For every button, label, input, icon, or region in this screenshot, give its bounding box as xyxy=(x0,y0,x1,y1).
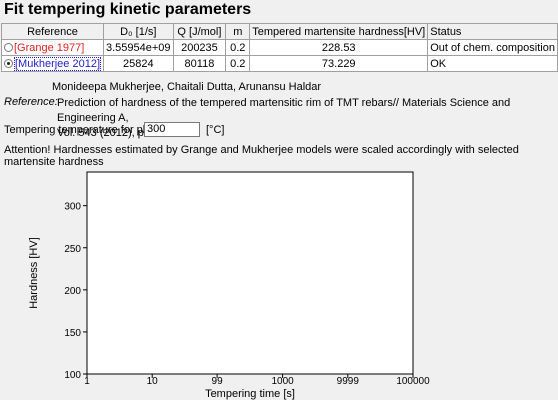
y-tick-label: 250 xyxy=(64,244,81,255)
column-header-status: Status xyxy=(427,23,558,40)
column-header-q: Q [J/mol] xyxy=(172,23,227,40)
column-header-reference: Reference xyxy=(1,23,104,40)
chart-ticks: 1 10 99 1000 9999 100000 100 150 200 250 300 xyxy=(64,202,430,387)
m-cell: 0.2 xyxy=(225,55,251,72)
d0-cell: 25824 xyxy=(103,55,174,72)
hardness-chart: 1 10 99 1000 9999 100000 100 150 200 250 300 Tempe… xyxy=(28,171,430,400)
table-row[interactable]: [Grange 1977] 3.55954e+09 200235 0.2 228… xyxy=(1,39,558,56)
column-header-m: m xyxy=(225,23,251,40)
x-tick-label: 100000 xyxy=(396,376,430,387)
y-tick-label: 200 xyxy=(64,286,81,297)
x-tick-label: 99 xyxy=(212,376,224,387)
tempering-temperature-input[interactable]: 300 xyxy=(144,122,200,137)
table-header-row: Reference D₀ [1/s] Q [J/mol] m Tempered … xyxy=(1,23,558,40)
radio-button-grange[interactable] xyxy=(4,42,13,52)
reference-cell[interactable]: [Mukherjee 2012] xyxy=(1,55,104,72)
table-row[interactable]: [Mukherjee 2012] 25824 80118 0.2 73.229 … xyxy=(1,55,558,72)
reference-cell[interactable]: [Grange 1977] xyxy=(1,39,104,56)
reference-line-1: Prediction of hardness of the tempered m… xyxy=(57,97,511,124)
parameters-table: Reference D₀ [1/s] Q [J/mol] m Tempered … xyxy=(1,23,558,72)
status-cell: Out of chem. composition xyxy=(427,39,558,56)
page-title: Fit tempering kinetic parameters xyxy=(4,1,252,18)
status-cell: OK xyxy=(427,55,558,72)
hardness-cell: 228.53 xyxy=(249,39,429,56)
x-tick-label: 10 xyxy=(147,376,159,387)
reference-authors: Monideepa Mukherjee, Chaitali Dutta, Aru… xyxy=(52,81,322,93)
x-tick-label: 9999 xyxy=(337,376,360,387)
attention-message: Attention! Hardnesses estimated by Grang… xyxy=(4,144,519,168)
q-cell: 80118 xyxy=(172,55,227,72)
column-header-d0: D₀ [1/s] xyxy=(103,23,174,40)
reference-grange[interactable]: [Grange 1977] xyxy=(14,41,85,54)
d0-cell: 3.55954e+09 xyxy=(103,39,174,56)
tempering-temperature-unit: [°C] xyxy=(206,124,225,136)
m-cell: 0.2 xyxy=(225,39,251,56)
x-axis-label: Tempering time [s] xyxy=(205,388,295,400)
q-cell: 200235 xyxy=(172,39,227,56)
x-tick-label: 1000 xyxy=(271,376,294,387)
reference-label: Reference: xyxy=(4,96,58,108)
tempering-temperature-label: Tempering temperature for plots xyxy=(4,124,160,136)
reference-mukherjee[interactable]: [Mukherjee 2012] xyxy=(14,56,101,71)
plot-frame xyxy=(86,171,414,375)
x-tick-label: 1 xyxy=(84,376,90,387)
radio-button-mukherjee[interactable] xyxy=(4,58,13,68)
y-tick-label: 100 xyxy=(64,370,81,381)
y-axis-label: Hardness [HV] xyxy=(28,237,40,309)
hardness-cell: 73.229 xyxy=(249,55,429,72)
column-header-hardness: Tempered martensite hardness[HV] xyxy=(249,23,429,40)
y-tick-label: 300 xyxy=(64,202,81,213)
y-tick-label: 150 xyxy=(64,328,81,339)
